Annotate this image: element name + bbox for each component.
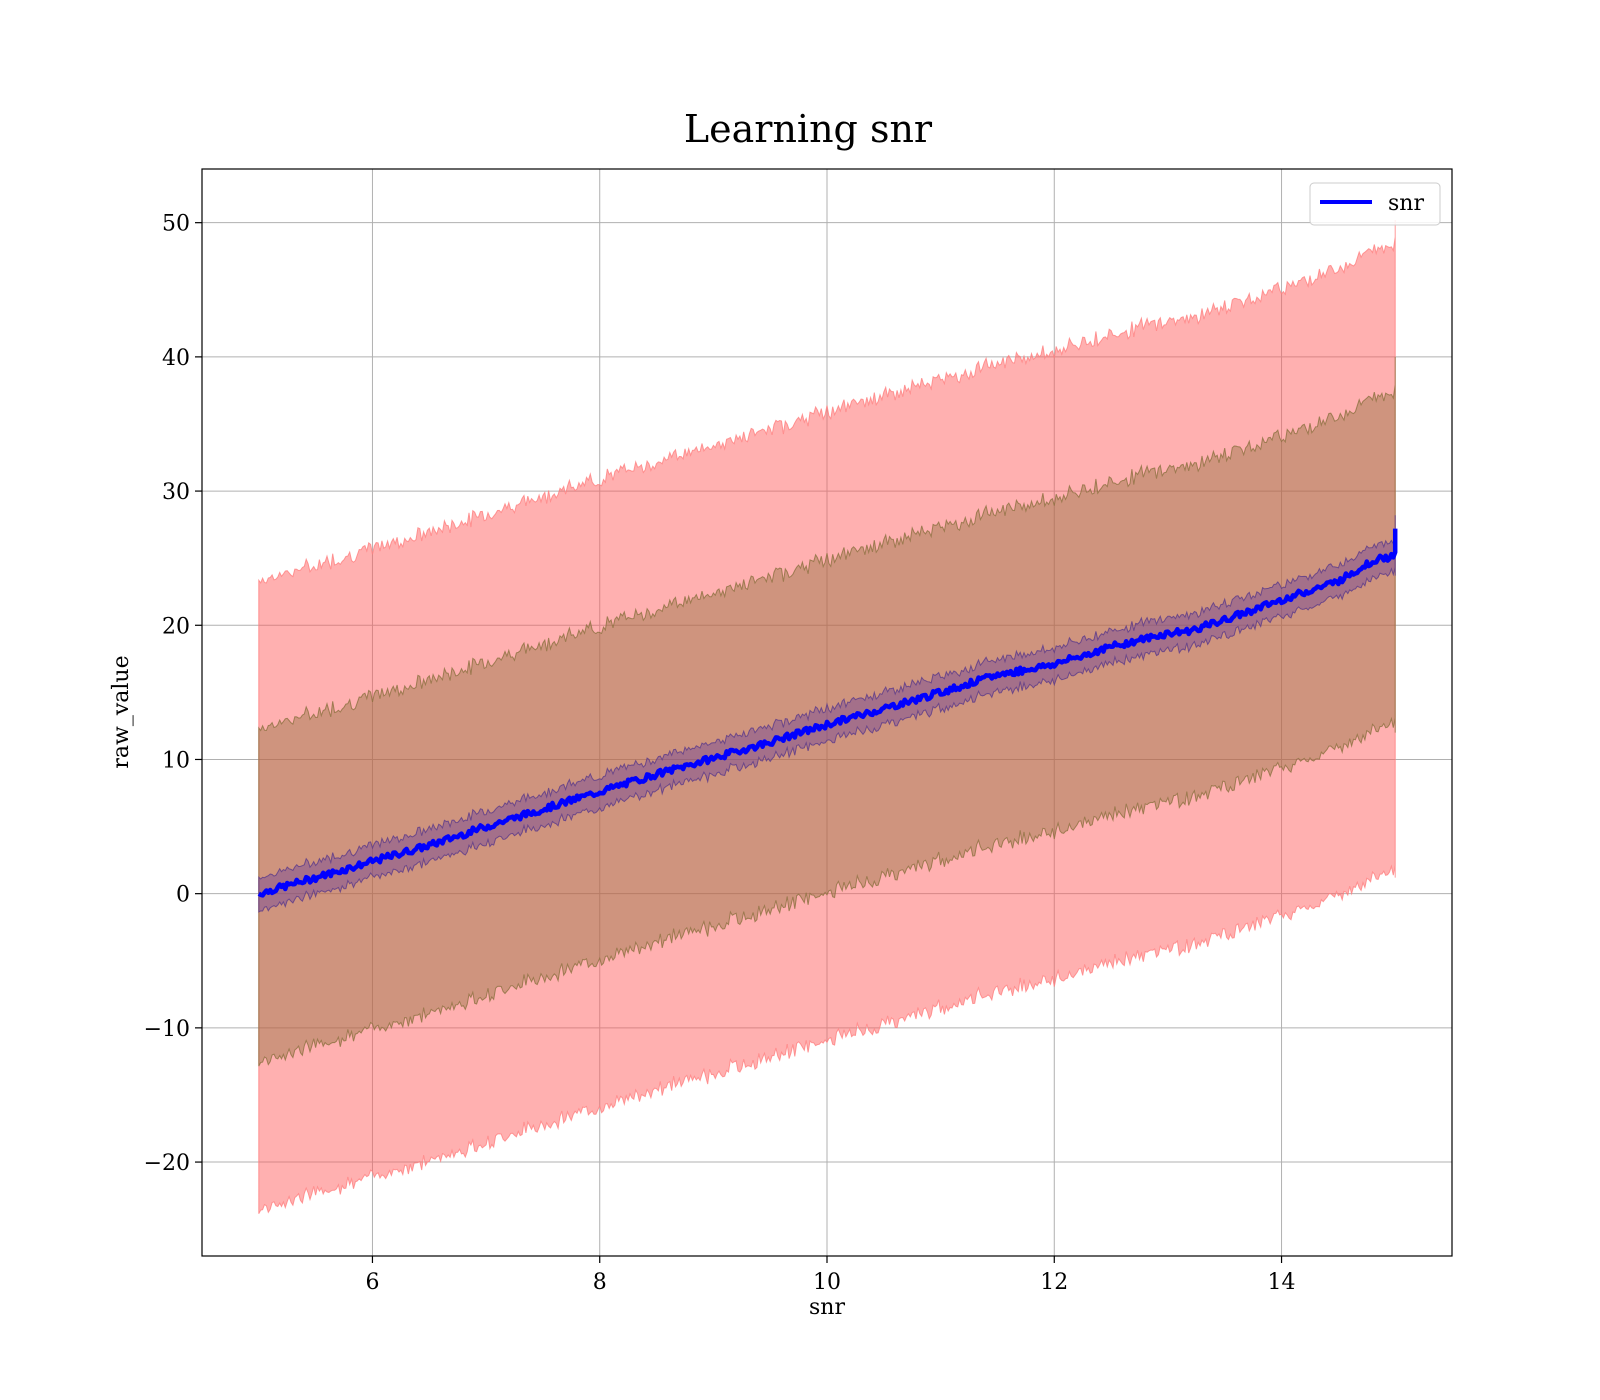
legend: snr — [1309, 182, 1441, 226]
series-line-snr — [257, 528, 1398, 898]
x-tick-label-2: 10 — [813, 1270, 841, 1295]
y-tick-label-1: −10 — [144, 1017, 190, 1042]
x-tick-label-1: 8 — [593, 1270, 607, 1295]
x-tick-label-3: 12 — [1040, 1270, 1068, 1295]
series — [257, 528, 1398, 898]
y-tick-label-0: −20 — [144, 1151, 190, 1176]
grid — [202, 169, 1452, 1256]
legend-box — [1309, 182, 1441, 226]
y-axis-label: raw_value — [109, 655, 134, 768]
x-tick-label-4: 14 — [1268, 1270, 1296, 1295]
y-tick-label-4: 20 — [162, 614, 190, 639]
y-tick-label-5: 30 — [162, 480, 190, 505]
y-ticks: −20 −10 0 10 20 30 40 50 — [144, 212, 202, 1176]
chart-title: Learning snr — [684, 107, 933, 151]
x-axis-label: snr — [809, 1295, 845, 1320]
y-tick-label-2: 0 — [176, 883, 190, 908]
band-inner — [258, 356, 1396, 1067]
legend-label: snr — [1388, 191, 1424, 216]
x-tick-label-0: 6 — [365, 1270, 379, 1295]
x-ticks: 6 8 10 12 14 — [365, 1256, 1296, 1295]
y-tick-label-3: 10 — [162, 748, 190, 773]
y-tick-label-6: 40 — [162, 346, 190, 371]
y-tick-label-7: 50 — [162, 212, 190, 237]
band-outer — [258, 220, 1396, 1214]
